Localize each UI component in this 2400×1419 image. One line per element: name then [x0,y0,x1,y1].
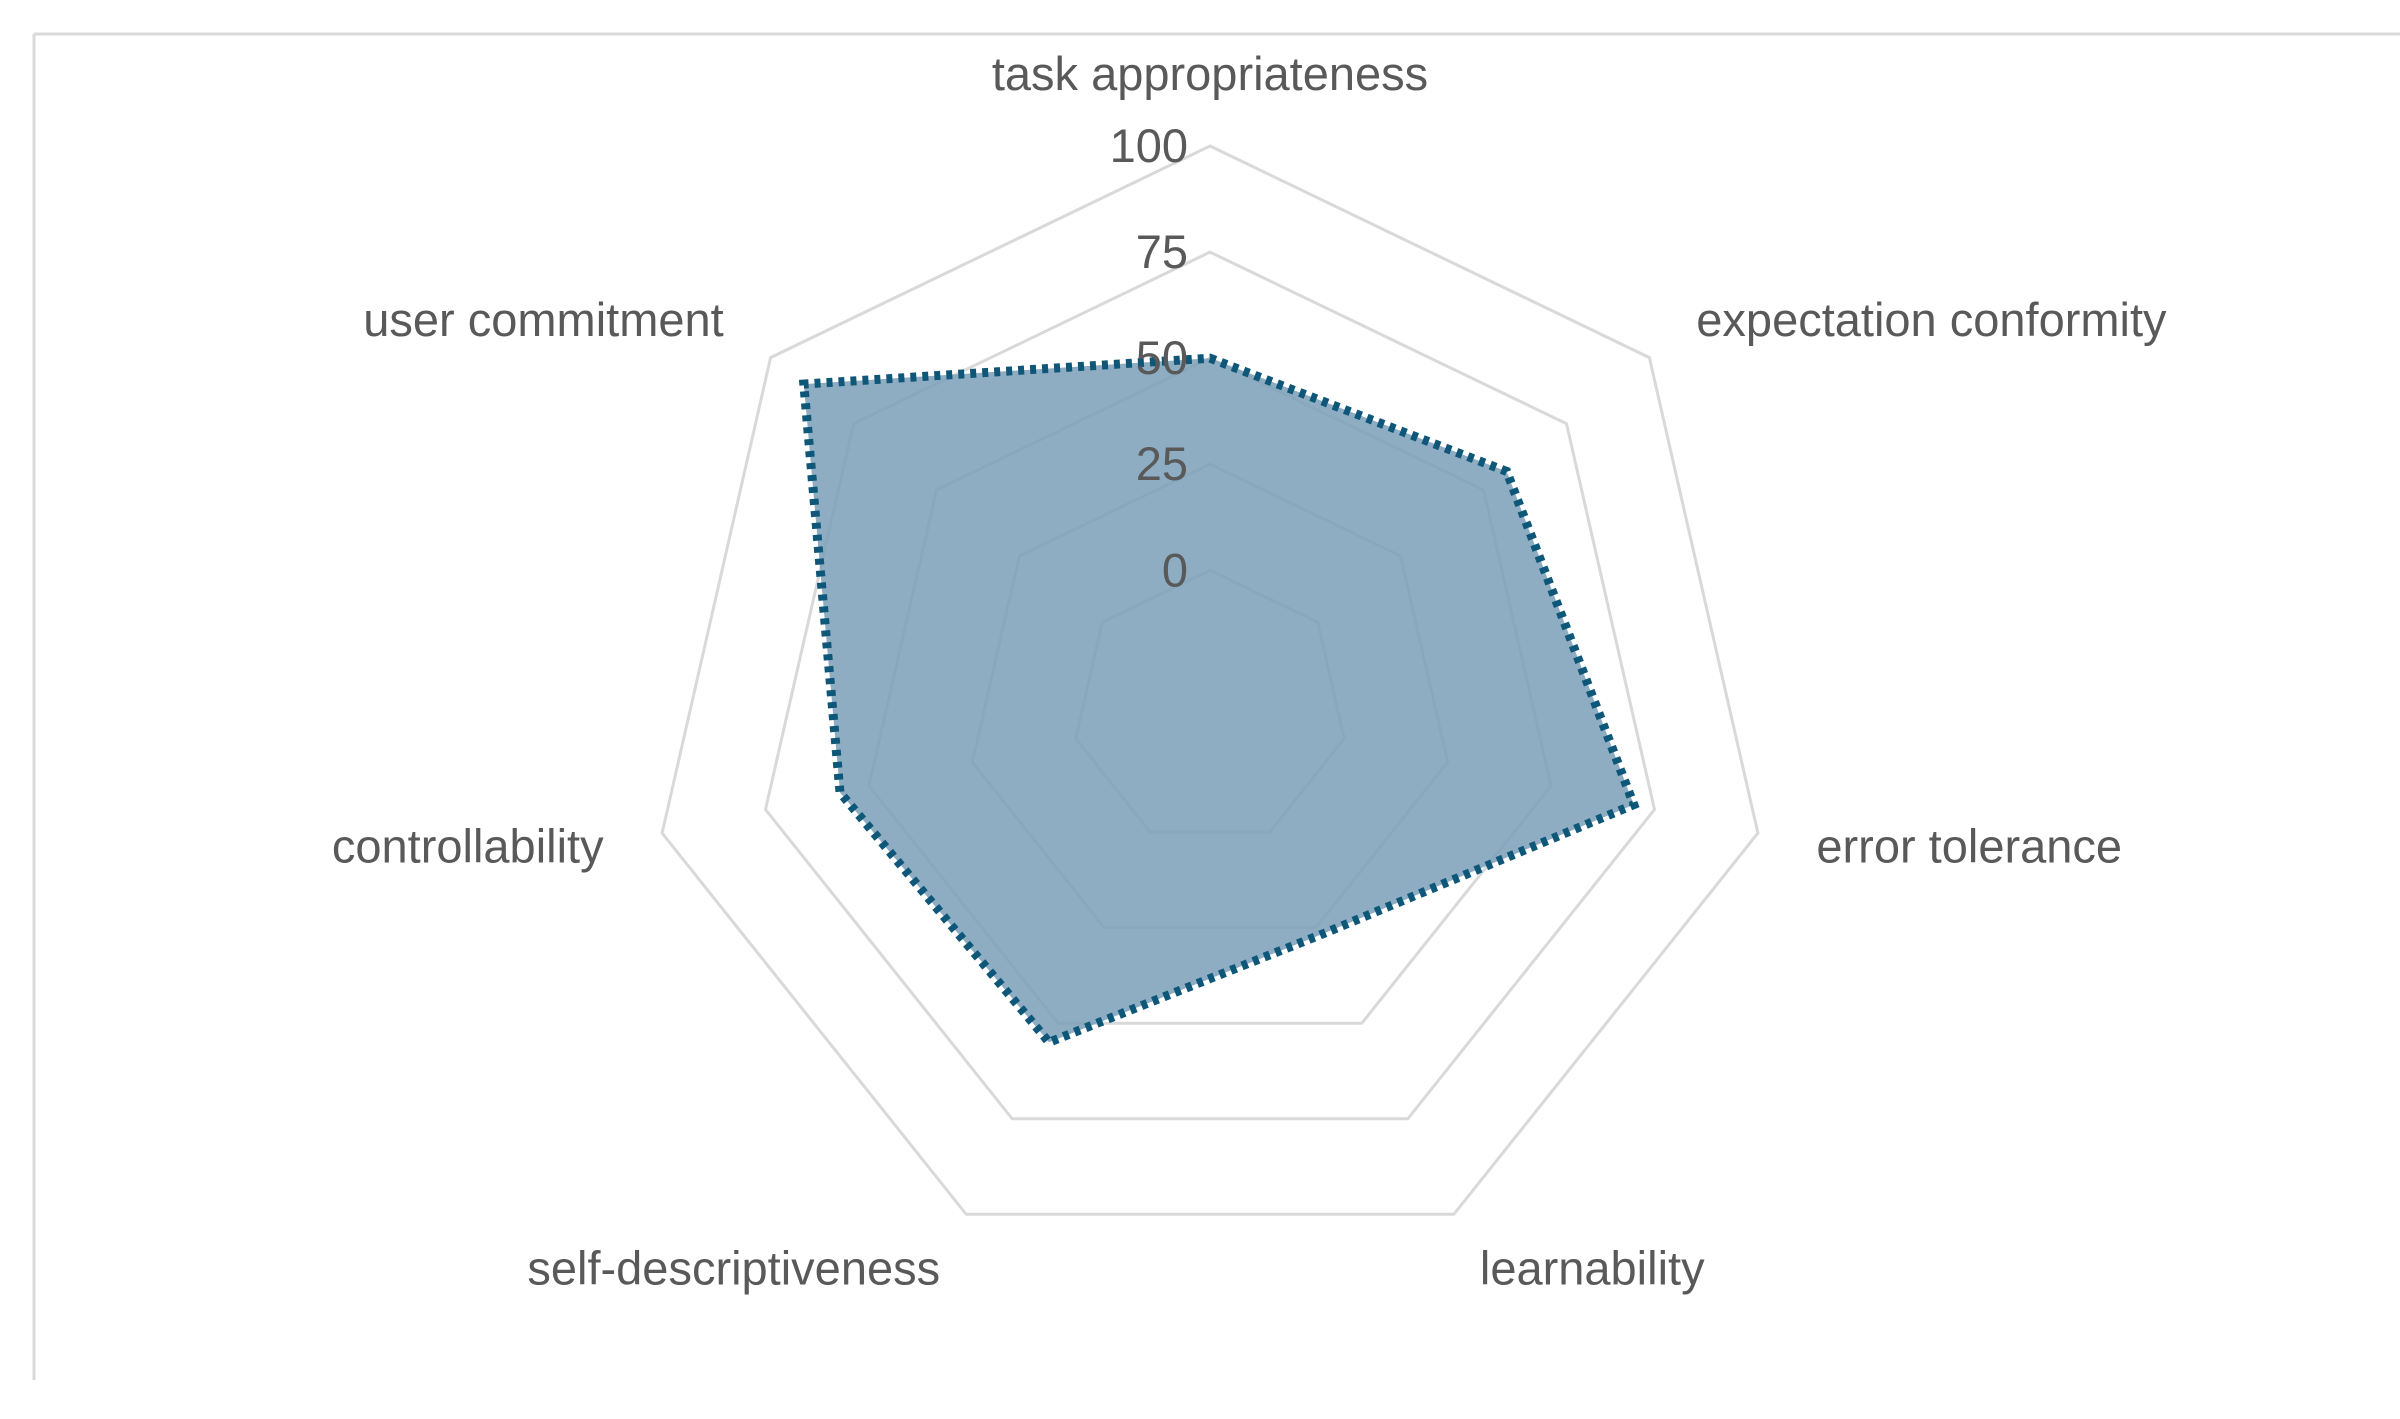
axis-label-self-descriptiveness: self-descriptiveness [527,1241,940,1294]
tick-label-50: 50 [1136,331,1188,384]
axis-label-layer: task appropriateness expectation conformi… [332,47,2167,1294]
grid-ring-100 [660,144,1760,1216]
axis-label-learnability: learnability [1480,1241,1705,1294]
series-line-0 [798,353,1640,1048]
tick-label-layer: 0 25 50 75 100 [1110,119,1188,596]
axis-label-error-tolerance: error tolerance [1816,819,2122,872]
tick-label-75: 75 [1136,225,1188,278]
series-area-0 [803,358,1634,1043]
tick-label-0: 0 [1162,543,1188,596]
axis-label-expectation-conformity: expectation conformity [1696,293,2167,346]
tick-label-25: 25 [1136,437,1188,490]
axis-label-controllability: controllability [332,819,604,872]
axis-label-task-appropriateness: task appropriateness [992,47,1428,100]
tick-label-100: 100 [1110,119,1188,172]
series-layer [798,353,1640,1048]
axis-label-user-commitment: user commitment [363,293,723,346]
